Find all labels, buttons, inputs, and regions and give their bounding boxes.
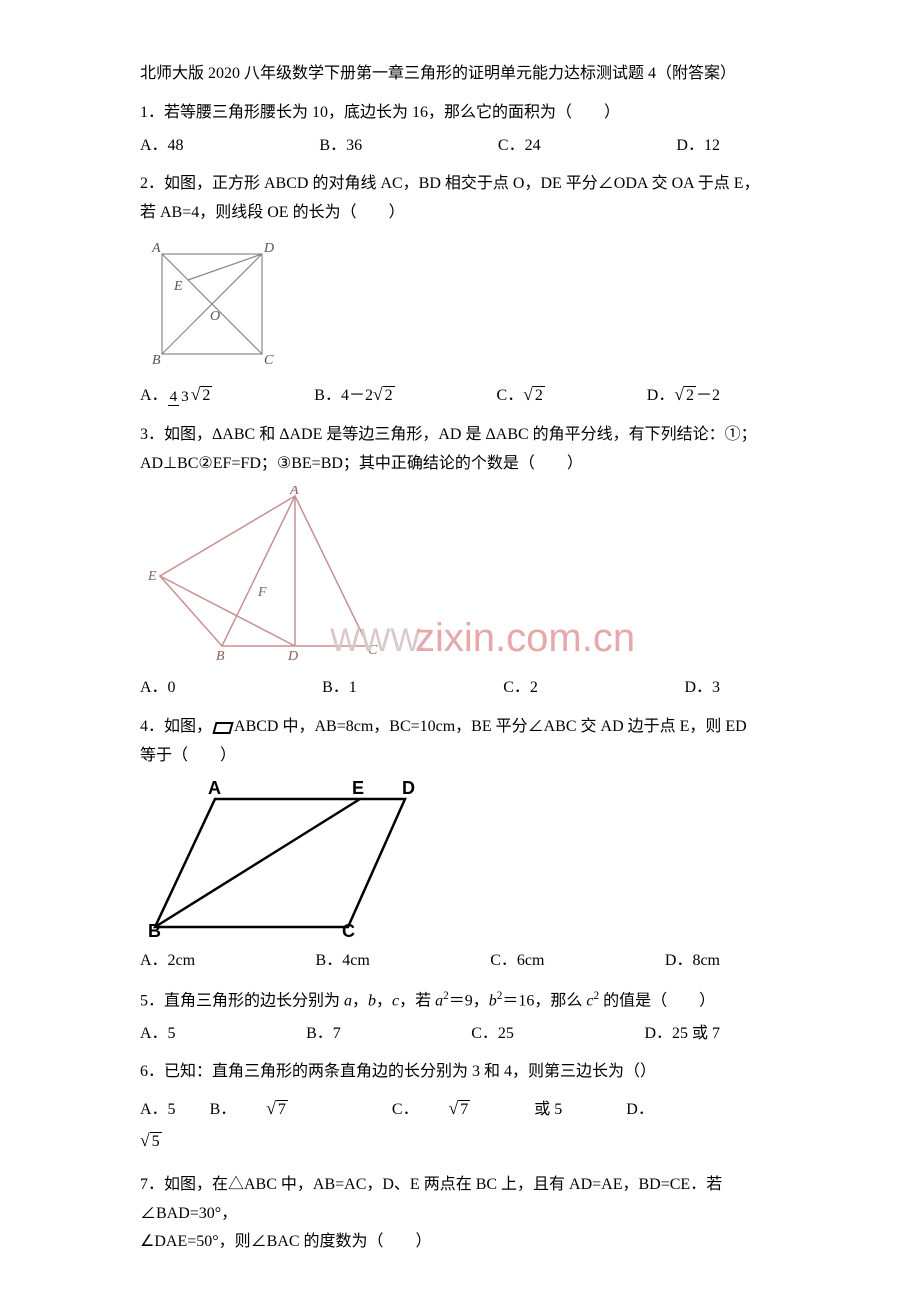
question-7: 7．如图，在△ABC 中，AB=AC，D、E 两点在 BC 上，且有 AD=AE… [140,1171,780,1257]
question-2: 2．如图，正方形 ABCD 的对角线 AC，BD 相交于点 O，DE 平分∠OD… [140,170,780,410]
q2-opt-d: D．2－2 [647,379,720,411]
question-1: 1．若等腰三角形腰长为 10，底边长为 16，那么它的面积为（ ） A．48 B… [140,99,780,161]
question-6: 6．已知：直角三角形的两条直角边的长分别为 3 和 4，则第三边长为（） A．5… [140,1058,780,1156]
q3-figure: A B C D E F WWW. zixin.com.cn [140,486,700,666]
svg-text:D: D [263,241,274,256]
q4-line1: 4．如图，ABCD 中，AB=8cm，BC=10cm，BE 平分∠ABC 交 A… [140,713,780,742]
question-3: 3．如图，ΔABC 和 ΔADE 是等边三角形，AD 是 ΔABC 的角平分线，… [140,421,780,703]
q5-opt-d: D．25 或 7 [644,1020,720,1049]
q6-opt-b: B．7 [210,1101,352,1118]
q1-options: A．48 B．36 C．24 D．12 [140,132,780,161]
svg-text:C: C [264,353,274,368]
q6-opt-a: A．5 [140,1101,176,1118]
q2-opt-c: C．2 [497,379,545,411]
svg-text:D: D [287,649,298,664]
q2-opt-b: B．4－22 [314,379,394,411]
q5-opt-c: C．25 [471,1020,514,1049]
q5-text: 5．直角三角形的边长分别为 a，b，c，若 a2＝9，b2＝16，那么 c2 的… [140,986,780,1016]
svg-text:E: E [173,279,183,294]
svg-text:B: B [152,353,161,368]
q4-options: A．2cm B．4cm C．6cm D．8cm [140,947,780,976]
q5-opt-a: A．5 [140,1020,176,1049]
q5-opt-b: B．7 [306,1020,341,1049]
svg-text:B: B [148,921,161,939]
svg-text:A: A [208,779,221,798]
q3-opt-d: D．3 [684,674,720,703]
q1-opt-c: C．24 [498,132,541,161]
header-text: 北师大版 2020 八年级数学下册第一章三角形的证明单元能力达标测试题 4（附答… [140,60,780,89]
watermark-www: WWW. [330,622,428,658]
q4-figure: A E D B C [140,779,450,939]
question-5: 5．直角三角形的边长分别为 a，b，c，若 a2＝9，b2＝16，那么 c2 的… [140,986,780,1049]
svg-text:A: A [151,241,161,256]
q1-opt-a: A．48 [140,132,184,161]
q4-opt-a: A．2cm [140,947,195,976]
svg-text:D: D [402,779,415,798]
svg-text:C: C [342,921,355,939]
q4-opt-c: C．6cm [490,947,544,976]
question-4: 4．如图，ABCD 中，AB=8cm，BC=10cm，BE 平分∠ABC 交 A… [140,713,780,975]
q6-options: A．5 B．7 C．7 或 5 D．5 [140,1093,780,1157]
svg-text:E: E [147,569,157,584]
q3-opt-c: C．2 [503,674,538,703]
q3-opt-a: A．0 [140,674,176,703]
q2-options: A．432 B．4－22 C．2 D．2－2 [140,379,780,411]
q2-opt-a: A．432 [140,379,212,411]
q1-text: 1．若等腰三角形腰长为 10，底边长为 16，那么它的面积为（ ） [140,99,780,128]
q1-opt-b: B．36 [319,132,362,161]
q3-line2: AD⊥BC②EF=FD；③BE=BD；其中正确结论的个数是（ ） [140,450,780,479]
q7-line2: ∠DAE=50°，则∠BAC 的度数为（ ） [140,1228,780,1257]
q2-figure: A D B C O E [140,236,285,371]
parallelogram-icon [212,722,233,734]
q4-opt-d: D．8cm [665,947,720,976]
q3-line1: 3．如图，ΔABC 和 ΔADE 是等边三角形，AD 是 ΔABC 的角平分线，… [140,421,780,450]
watermark-main: zixin.com.cn [415,616,635,660]
svg-text:O: O [210,309,220,324]
q3-options: A．0 B．1 C．2 D．3 [140,674,780,703]
q4-opt-b: B．4cm [316,947,370,976]
q7-line1: 7．如图，在△ABC 中，AB=AC，D、E 两点在 BC 上，且有 AD=AE… [140,1171,780,1229]
svg-text:F: F [257,585,267,600]
q2-line1: 2．如图，正方形 ABCD 的对角线 AC，BD 相交于点 O，DE 平分∠OD… [140,170,780,199]
q1-opt-d: D．12 [676,132,720,161]
svg-text:A: A [289,486,299,498]
q3-opt-b: B．1 [322,674,357,703]
svg-text:B: B [216,649,225,664]
q4-line2: 等于（ ） [140,742,780,771]
q6-opt-c: C．7 或 5 [392,1101,596,1118]
q5-options: A．5 B．7 C．25 D．25 或 7 [140,1020,780,1049]
q6-text: 6．已知：直角三角形的两条直角边的长分别为 3 和 4，则第三边长为（） [140,1058,780,1087]
svg-text:E: E [352,779,364,798]
q2-line2: 若 AB=4，则线段 OE 的长为（ ） [140,199,780,228]
